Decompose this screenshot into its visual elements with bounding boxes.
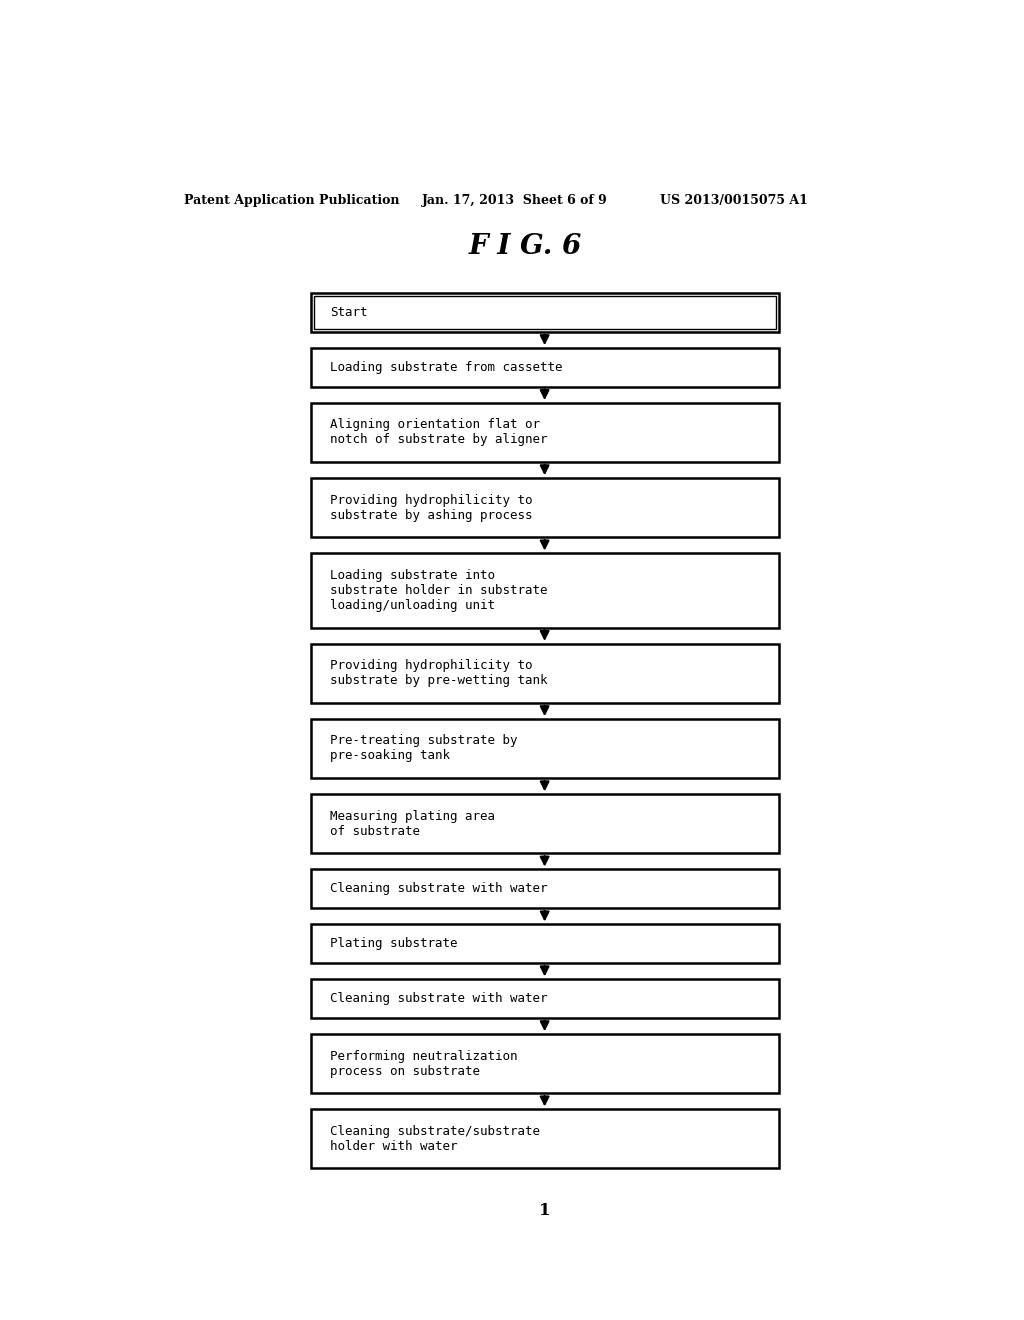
Text: Patent Application Publication: Patent Application Publication <box>183 194 399 207</box>
Circle shape <box>522 1188 567 1233</box>
Bar <box>310 293 778 331</box>
Bar <box>310 1109 778 1168</box>
Text: Providing hydrophilicity to
substrate by ashing process: Providing hydrophilicity to substrate by… <box>330 494 532 521</box>
Text: Start: Start <box>330 306 368 319</box>
Bar <box>310 870 778 908</box>
Bar <box>310 478 778 537</box>
Bar <box>313 296 775 329</box>
Text: Loading substrate from cassette: Loading substrate from cassette <box>330 360 562 374</box>
Text: Performing neutralization
process on substrate: Performing neutralization process on sub… <box>330 1049 517 1077</box>
Bar <box>310 719 778 777</box>
Text: Cleaning substrate with water: Cleaning substrate with water <box>330 993 548 1005</box>
Text: 1: 1 <box>539 1203 550 1220</box>
Text: Cleaning substrate with water: Cleaning substrate with water <box>330 882 548 895</box>
Bar <box>310 979 778 1018</box>
Text: Aligning orientation flat or
notch of substrate by aligner: Aligning orientation flat or notch of su… <box>330 418 548 446</box>
Bar <box>310 348 778 387</box>
Bar <box>310 644 778 702</box>
Bar <box>310 795 778 853</box>
Text: F I G. 6: F I G. 6 <box>468 234 582 260</box>
Bar <box>310 403 778 462</box>
Text: Providing hydrophilicity to
substrate by pre-wetting tank: Providing hydrophilicity to substrate by… <box>330 659 548 688</box>
Text: Loading substrate into
substrate holder in substrate
loading/unloading unit: Loading substrate into substrate holder … <box>330 569 548 612</box>
Text: US 2013/0015075 A1: US 2013/0015075 A1 <box>659 194 808 207</box>
Text: Jan. 17, 2013  Sheet 6 of 9: Jan. 17, 2013 Sheet 6 of 9 <box>422 194 607 207</box>
Text: Pre-treating substrate by
pre-soaking tank: Pre-treating substrate by pre-soaking ta… <box>330 734 517 763</box>
Bar <box>310 924 778 964</box>
Text: Cleaning substrate/substrate
holder with water: Cleaning substrate/substrate holder with… <box>330 1125 540 1152</box>
Text: Measuring plating area
of substrate: Measuring plating area of substrate <box>330 809 495 838</box>
Bar <box>310 553 778 627</box>
Bar <box>310 1034 778 1093</box>
Text: Plating substrate: Plating substrate <box>330 937 458 950</box>
